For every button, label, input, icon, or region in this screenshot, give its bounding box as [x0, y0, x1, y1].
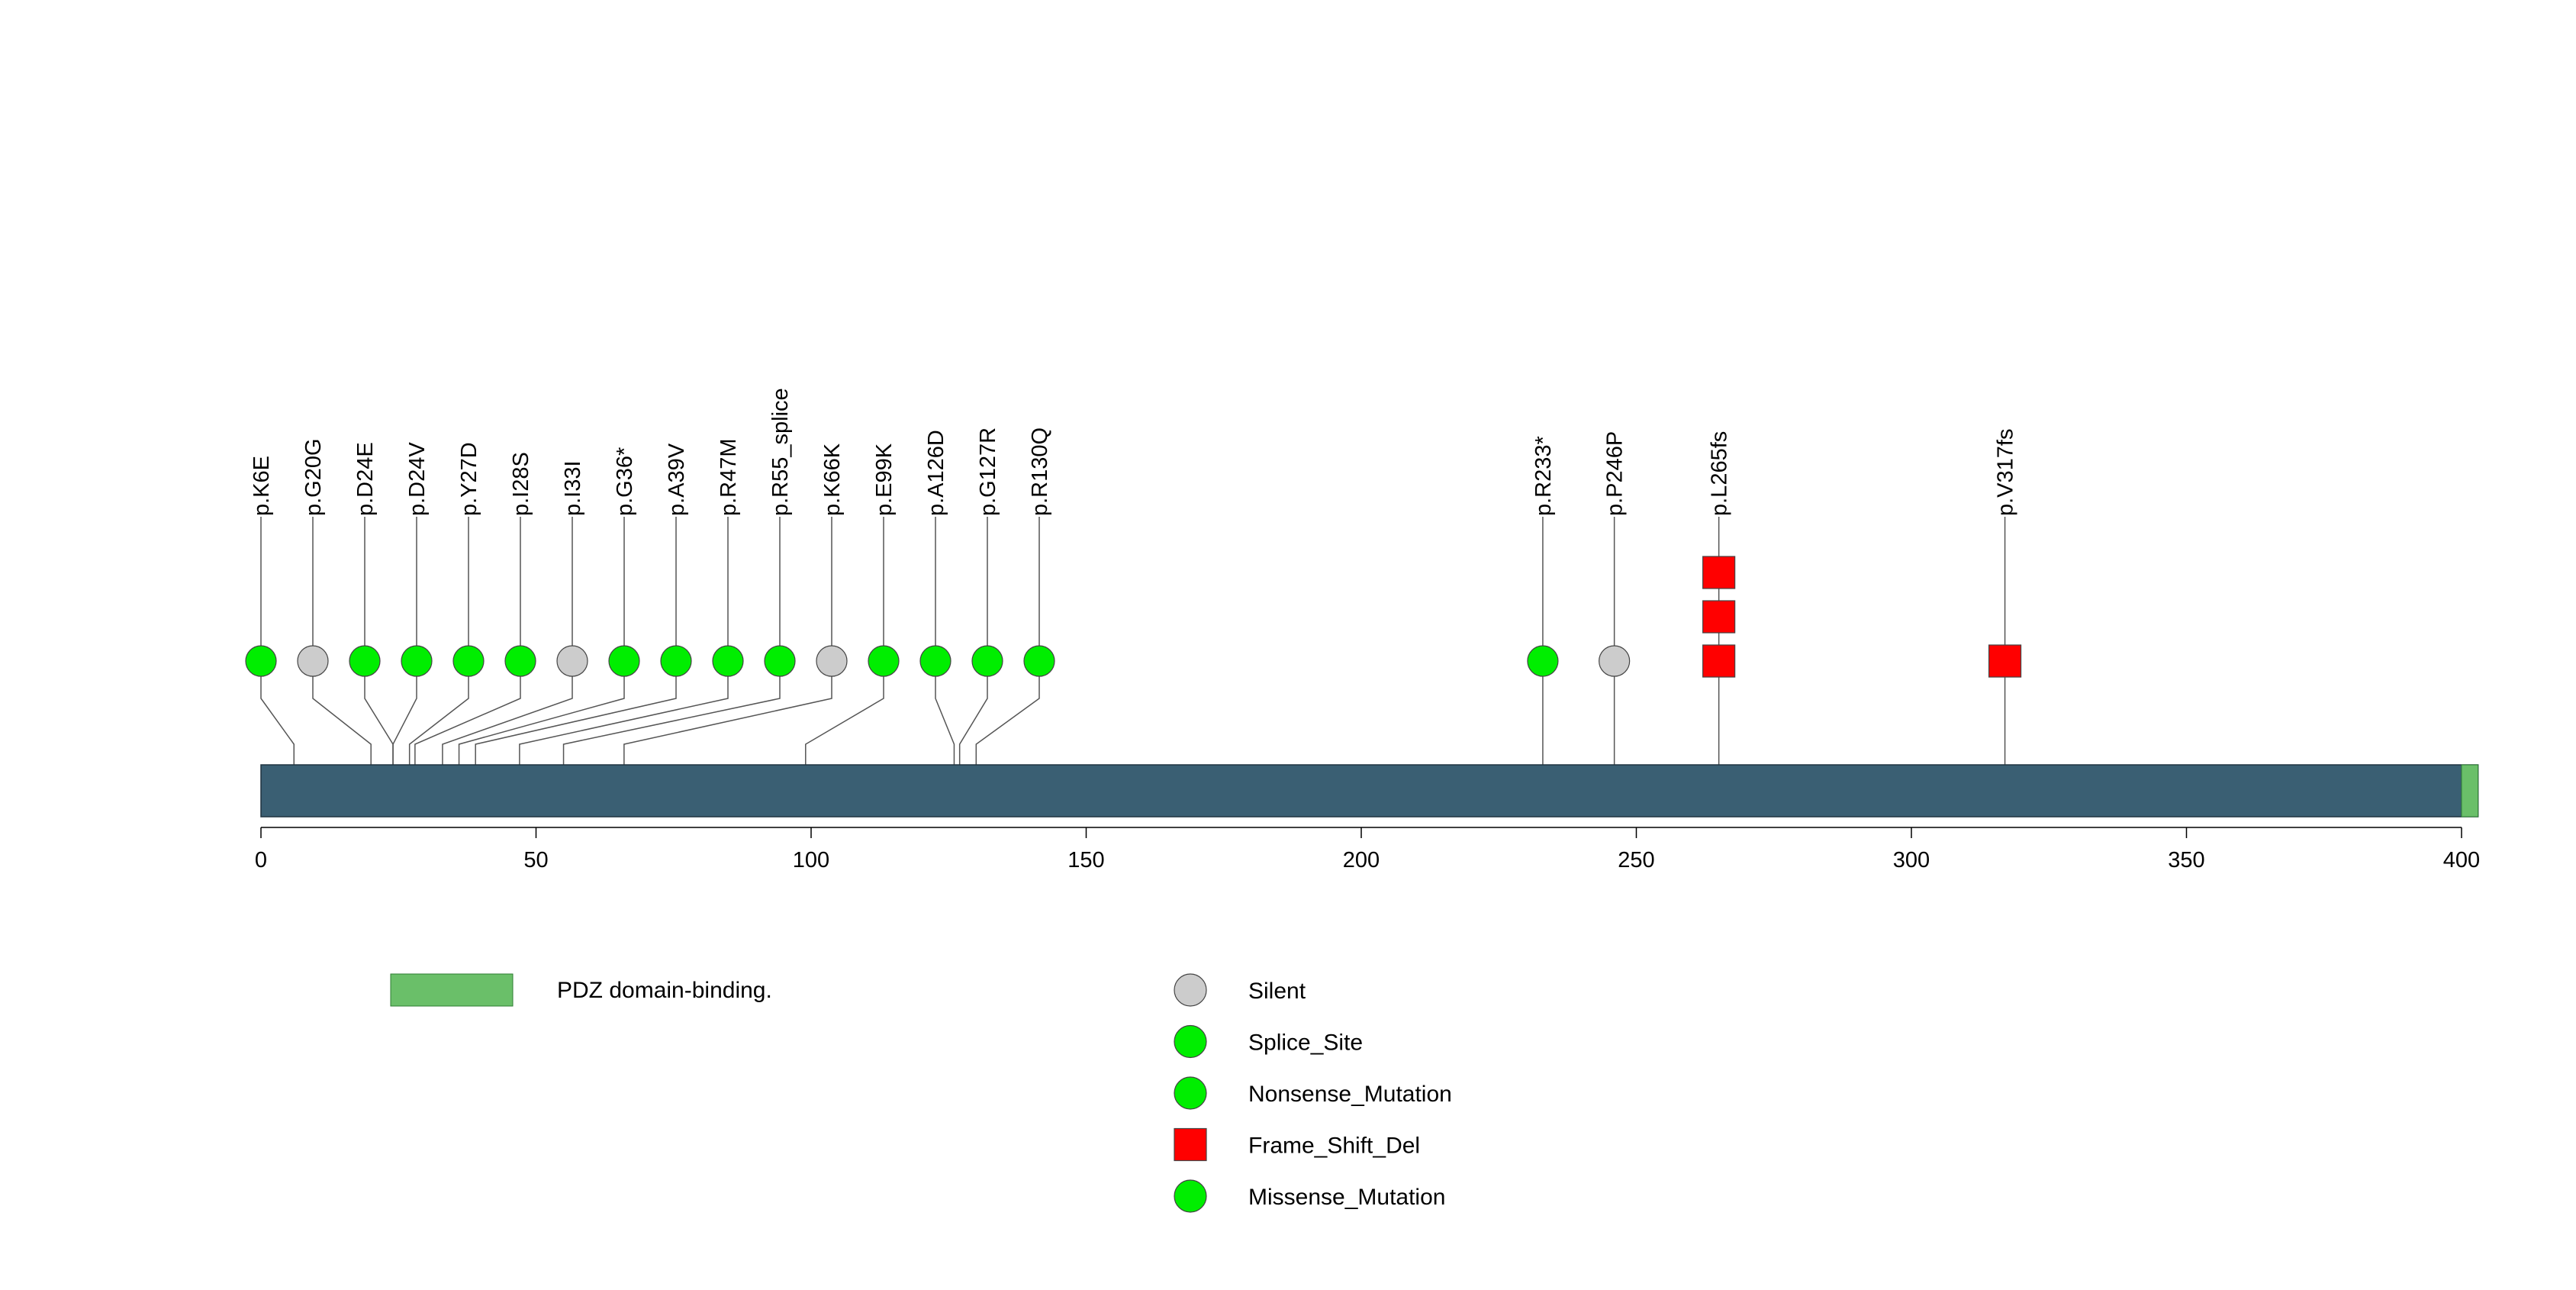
mutation-marker — [712, 645, 744, 677]
x-tick-label: 400 — [2443, 848, 2480, 872]
mutation-labels: p.K6E p.G20G p.D24E p.D24V p.Y27D p.I28S p.I33… — [250, 388, 2018, 516]
mutation-marker — [1702, 644, 1736, 678]
mutation-label: p.R233* — [1531, 436, 1556, 516]
mutation-marker — [1702, 600, 1736, 634]
legend-square-marker — [1174, 1127, 1207, 1162]
mutation-marker — [660, 645, 692, 677]
mutation-marker — [504, 645, 536, 677]
mutation-marker — [1599, 645, 1631, 677]
mutation-marker — [764, 645, 796, 677]
mutation-label: p.R47M — [716, 438, 741, 516]
x-tick-label: 250 — [1618, 848, 1654, 872]
mutation-label: p.R55_splice — [768, 388, 793, 516]
protein-backbone — [260, 764, 2479, 818]
mutation-marker — [1023, 645, 1055, 677]
mutation-marker — [297, 645, 329, 677]
x-tick-label: 0 — [255, 848, 267, 872]
legend-label: Nonsense_Mutation — [1248, 1082, 1452, 1107]
x-axis: 0 50 100 150 200 250 300 350 400 — [255, 827, 2480, 872]
mutation-label: p.G36* — [613, 447, 637, 516]
mutation-marker — [1702, 556, 1736, 589]
mutation-marker — [349, 645, 381, 677]
mutation-marker — [1527, 645, 1559, 677]
x-tick-label: 50 — [523, 848, 548, 872]
legend-label: Splice_Site — [1248, 1030, 1363, 1056]
legend-label: Frame_Shift_Del — [1248, 1134, 1420, 1159]
domain-legend: PDZ domain-binding. — [390, 973, 772, 1007]
x-tick-label: 150 — [1067, 848, 1104, 872]
legend-circle-marker — [1174, 1076, 1207, 1110]
legend-label: Silent — [1248, 979, 1306, 1004]
mutation-label: p.G127R — [976, 427, 1000, 516]
legend-label: Missense_Mutation — [1248, 1185, 1445, 1210]
legend-circle-marker — [1174, 1179, 1207, 1213]
mutation-label: p.A126D — [924, 430, 948, 516]
mutation-marker — [452, 645, 485, 677]
legend-circle-marker — [1174, 1024, 1207, 1059]
mutation-label: p.G20G — [301, 438, 326, 516]
mutation-label: p.K66K — [820, 443, 845, 516]
mutation-label: p.D24E — [353, 442, 378, 516]
mutation-marker — [919, 645, 952, 677]
mutation-label: p.L265fs — [1708, 431, 1732, 516]
mutation-label: p.V317fs — [1994, 429, 2018, 516]
x-tick-label: 350 — [2168, 848, 2204, 872]
mutation-marker — [556, 645, 588, 677]
mutation-label: p.I28S — [509, 452, 533, 516]
x-tick-label: 200 — [1343, 848, 1380, 872]
mutation-marker — [401, 645, 433, 677]
protein-bar — [260, 764, 2479, 818]
domain-legend-label: PDZ domain-binding. — [557, 978, 772, 1003]
mutation-marker — [245, 645, 277, 677]
mutation-label: p.Y27D — [457, 442, 481, 516]
mutation-label: p.R130Q — [1028, 427, 1052, 516]
mutation-type-legend: Silent Splice_Site Nonsense_Mutation Frame_… — [1174, 973, 1452, 1213]
domain-region — [2461, 764, 2479, 818]
mutation-marker — [608, 645, 640, 677]
mutation-label: p.E99K — [872, 443, 897, 516]
x-tick-label: 100 — [793, 848, 829, 872]
domain-legend-swatch — [390, 973, 514, 1007]
mutation-label: p.D24V — [405, 442, 430, 516]
mutation-marker — [971, 645, 1003, 677]
legend-circle-marker — [1174, 973, 1207, 1007]
mutation-marker — [816, 645, 848, 677]
mutation-label: p.P246P — [1603, 431, 1628, 516]
x-tick-label: 300 — [1893, 848, 1930, 872]
mutation-label: p.A39V — [665, 443, 689, 516]
mutation-marker — [868, 645, 900, 677]
mutation-label: p.K6E — [250, 456, 274, 516]
mutation-marker — [1988, 644, 2022, 678]
mutation-label: p.I33I — [561, 460, 585, 516]
lollipop-markers — [245, 556, 2022, 678]
